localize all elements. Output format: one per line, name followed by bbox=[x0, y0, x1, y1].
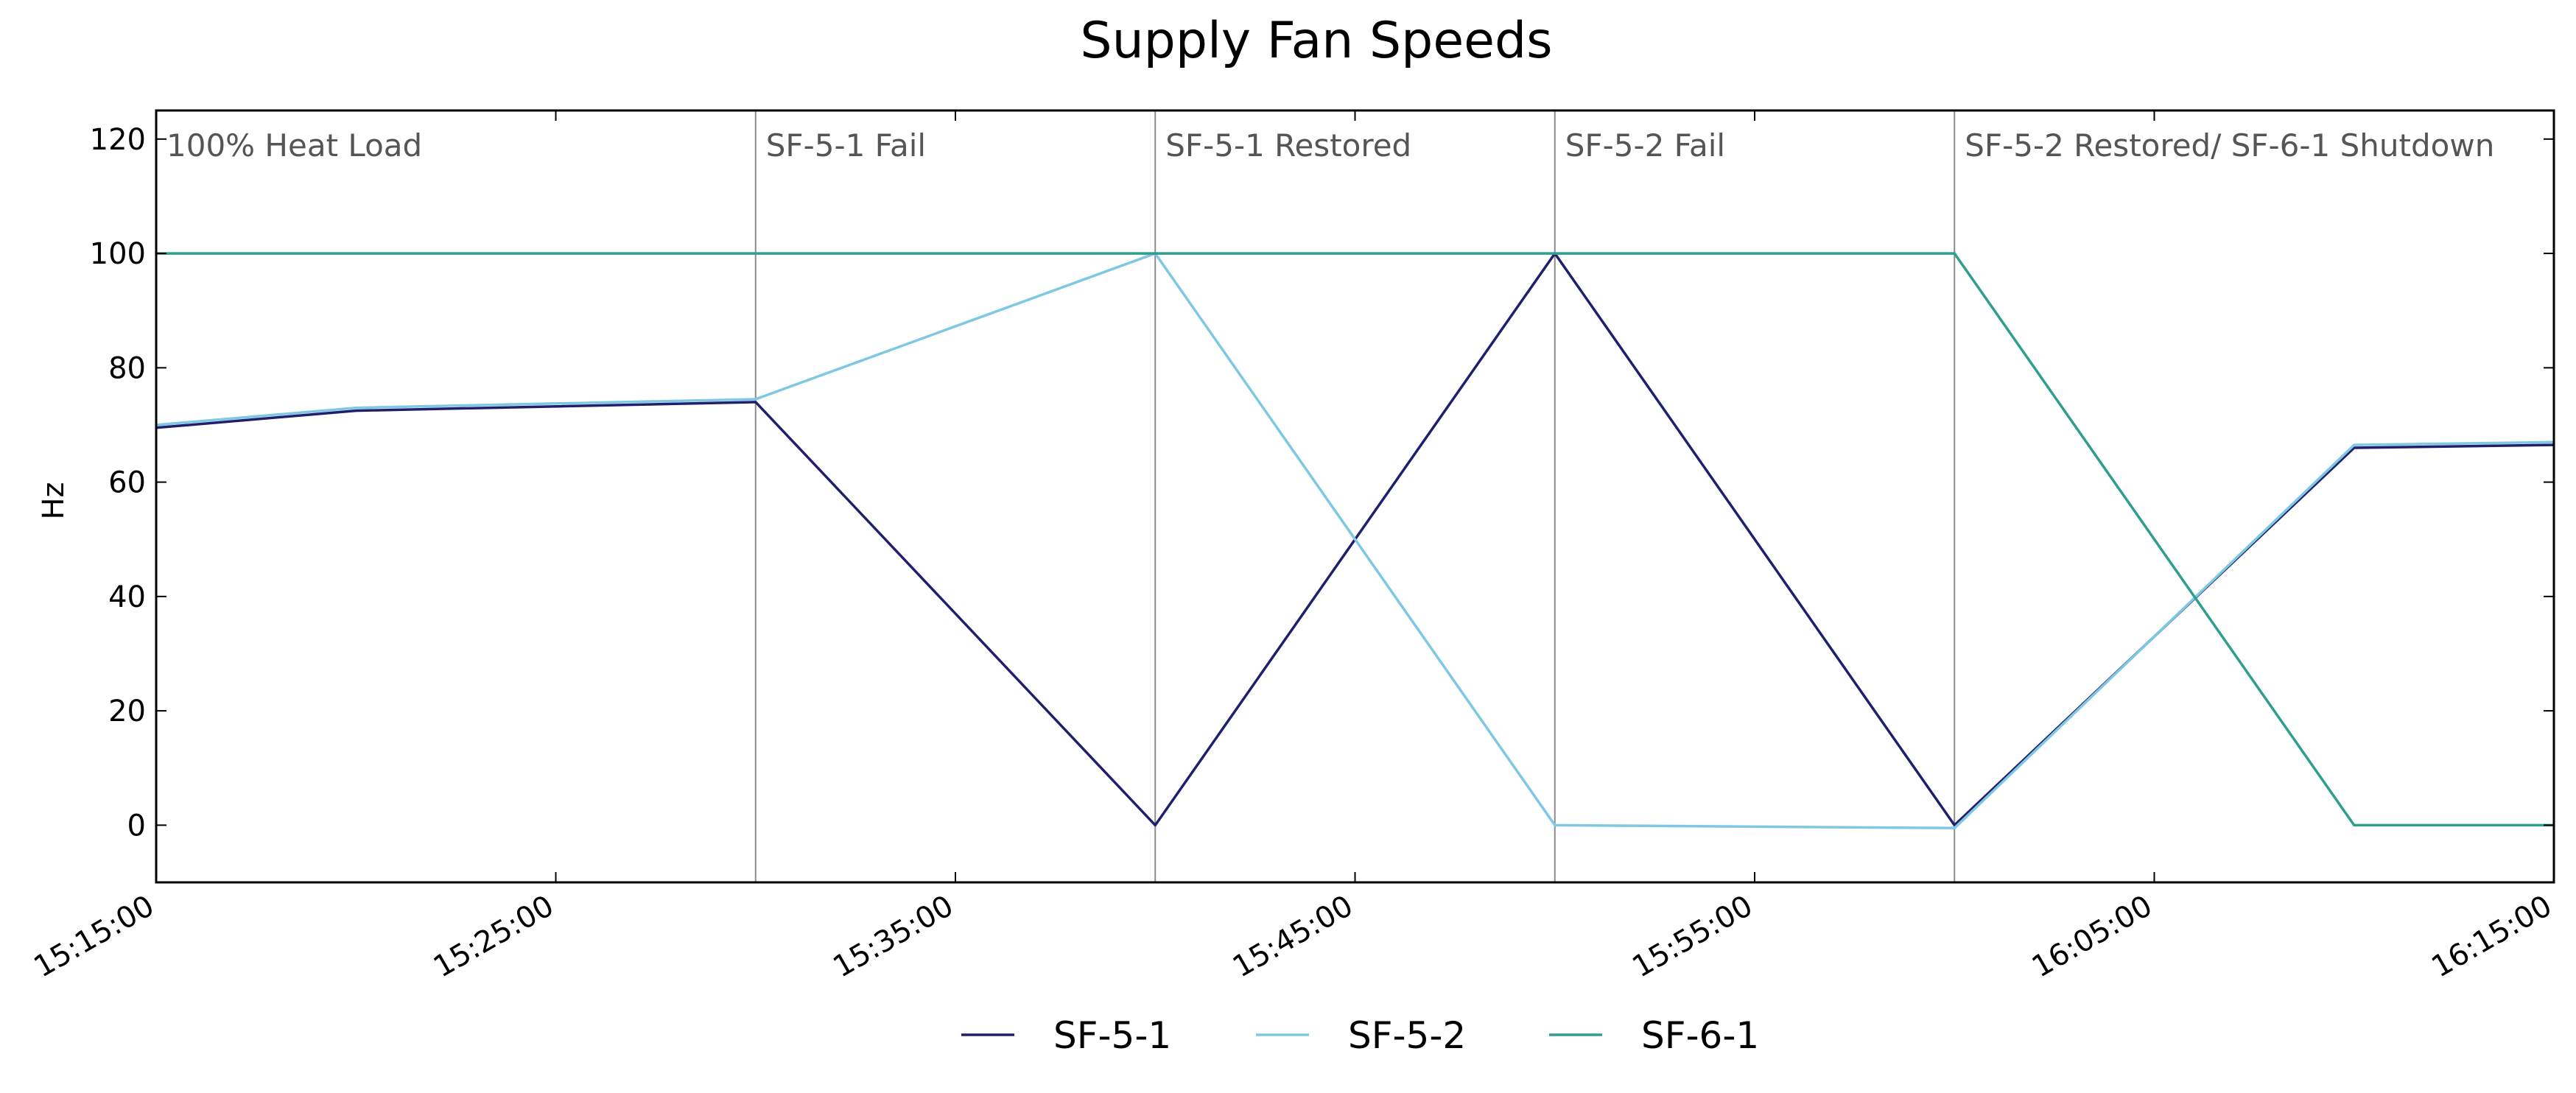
y-tick-label: 120 bbox=[90, 123, 146, 157]
x-tick-label: 15:25:00 bbox=[428, 889, 560, 985]
y-tick-label: 40 bbox=[108, 580, 146, 614]
legend-label: SF-5-2 bbox=[1348, 1014, 1466, 1057]
y-tick-label: 100 bbox=[90, 237, 146, 271]
event-annotation: SF-5-1 Restored bbox=[1165, 127, 1411, 164]
event-annotation: SF-5-2 Restored/ SF-6-1 Shutdown bbox=[1965, 127, 2494, 164]
y-tick-label: 20 bbox=[108, 695, 146, 728]
y-tick-label: 60 bbox=[108, 466, 146, 500]
series-line-sf-5-2 bbox=[155, 252, 2555, 830]
legend: SF-5-1 SF-5-2 SF-6-1 bbox=[961, 1014, 1759, 1057]
legend-label: SF-6-1 bbox=[1641, 1014, 1759, 1057]
event-annotation: SF-5-2 Fail bbox=[1565, 127, 1725, 164]
x-tick-label: 15:35:00 bbox=[827, 889, 959, 985]
chart-title: Supply Fan Speeds bbox=[1080, 12, 1552, 70]
x-tick-label: 16:05:00 bbox=[2026, 889, 2158, 985]
series-line-sf-6-1 bbox=[156, 252, 2554, 827]
event-annotation: SF-5-1 Fail bbox=[766, 127, 926, 164]
y-axis-label: Hz bbox=[37, 482, 71, 519]
x-tick-label: 15:55:00 bbox=[1626, 889, 1758, 985]
x-tick-label: 15:15:00 bbox=[28, 889, 160, 985]
event-annotation: 100% Heat Load bbox=[166, 127, 422, 164]
plot-frame bbox=[155, 109, 2555, 884]
x-tick-label: 15:45:00 bbox=[1227, 889, 1359, 985]
y-tick-label: 0 bbox=[127, 809, 146, 843]
x-tick-label: 16:15:00 bbox=[2426, 889, 2558, 985]
legend-label: SF-5-1 bbox=[1053, 1014, 1171, 1057]
y-tick-label: 80 bbox=[108, 351, 146, 385]
